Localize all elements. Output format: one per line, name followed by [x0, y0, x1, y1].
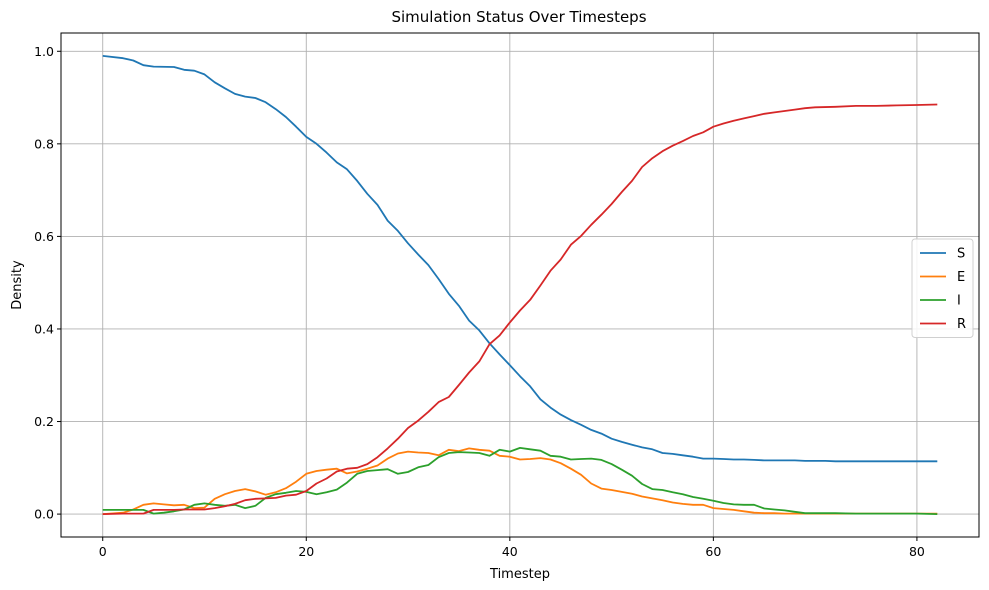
legend-label-S: S: [957, 247, 965, 262]
y-tick-label: 1.0: [34, 44, 54, 59]
series-layer: [102, 55, 938, 515]
chart-title: Simulation Status Over Timesteps: [391, 8, 646, 26]
legend-label-I: I: [957, 294, 961, 309]
y-tick-label: 0.0: [34, 507, 54, 522]
x-tick-label: 20: [298, 544, 314, 559]
y-tick-label: 0.2: [34, 414, 54, 429]
y-tick-label: 0.8: [34, 136, 54, 151]
legend-label-E: E: [957, 270, 965, 285]
y-tick-label: 0.6: [34, 229, 54, 244]
legend-box: [911, 238, 974, 338]
y-axis-label: Density: [10, 260, 25, 310]
x-tick-label: 80: [909, 544, 925, 559]
series-line-I: [102, 446, 938, 515]
series-line-R: [102, 103, 938, 515]
y-tick-label: 0.4: [34, 321, 54, 336]
x-tick-label: 0: [99, 544, 107, 559]
x-tick-label: 40: [502, 544, 518, 559]
plot-frame: [60, 32, 980, 538]
legend-label-R: R: [957, 317, 966, 332]
x-tick-label: 60: [705, 544, 721, 559]
series-line-E: [102, 447, 938, 515]
ticks: 0 20 40 60 80 0.0 0.2 0.4 0.6 0.8 1.0: [34, 44, 925, 559]
series-line-S: [102, 55, 938, 463]
x-axis-label: Timestep: [489, 567, 550, 582]
